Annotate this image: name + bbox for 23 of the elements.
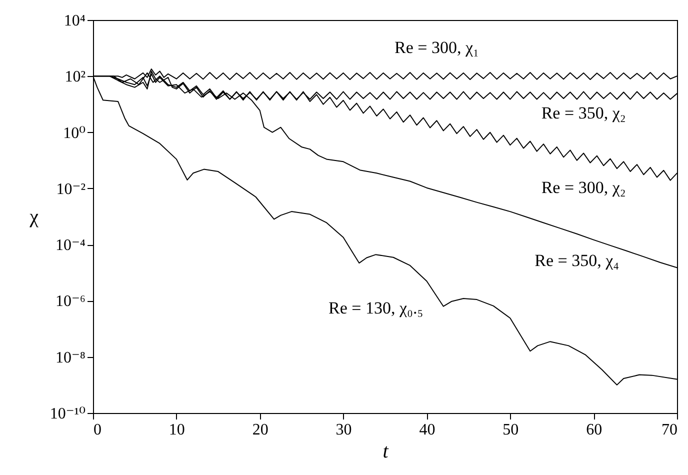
series-label: Re = 130, χ₀.₅ [328,298,424,318]
x-tick-label: 20 [252,422,268,438]
series-label: Re = 300, χ₂ [541,178,626,198]
series-label: Re = 350, χ₂ [541,104,626,123]
series-label: Re = 300, χ₁ [394,38,479,58]
series-label: Re = 350, χ₄ [534,250,620,270]
y-tick-label: 10⁰ [63,124,86,142]
y-tick-label: 10⁴ [64,12,86,30]
x-tick-label: 70 [662,422,678,438]
x-tick-label: 50 [502,422,519,438]
x-tick-label: 0 [94,422,102,438]
x-tick-label: 10 [168,422,185,438]
x-axis-title: t [382,440,389,462]
y-tick-label: 10⁻⁸ [55,349,86,366]
y-tick-label: 10⁻⁶ [55,293,86,310]
x-tick-label: 60 [586,422,602,438]
y-tick-label: 10⁻¹⁰ [50,406,86,422]
y-tick-label: 10² [64,68,86,86]
y-axis-title: χ [28,206,39,228]
x-tick-label: 30 [336,422,352,438]
y-tick-label: 10⁻⁴ [55,237,86,254]
y-tick-label: 10⁻² [56,180,86,198]
x-tick-label: 40 [419,422,436,438]
